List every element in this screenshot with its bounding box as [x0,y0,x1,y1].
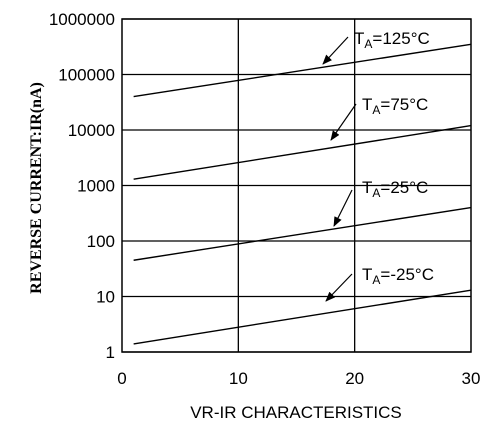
series-label: TA=25°C [362,178,428,200]
series-line [133,289,472,345]
series-line [133,43,472,98]
annotation-arrow [333,189,353,227]
series-label: TA=75°C [362,95,428,117]
y-tick-label: 100000 [58,66,115,85]
x-tick-labels: 0 10 20 30 [117,369,480,388]
x-tick-label: 10 [229,369,248,388]
annotation-arrow [330,103,357,141]
y-tick-label: 1000000 [49,10,115,29]
x-tick-label: 20 [345,369,364,388]
series-line [133,206,472,261]
plot-frame [121,18,472,353]
y-tick-label: 10 [96,288,115,307]
y-axis-label: REVERSE CURRENT:IR(nA) [28,82,45,294]
series-label: TA=125°C [354,29,430,51]
series-line [133,124,472,180]
y-tick-label: 1000 [77,177,115,196]
y-tick-label: 100 [87,232,115,251]
x-tick-label: 30 [462,369,481,388]
x-tick-label: 0 [117,369,126,388]
series-label: TA=-25°C [362,265,434,287]
annotation-arrow [322,36,349,65]
y-tick-label: 1 [106,343,115,362]
series-lines [133,43,472,345]
y-tick-labels: 1 10 100 1000 10000 100000 1000000 [49,10,115,362]
y-tick-label: 10000 [68,121,115,140]
series-annotations: TA=125°C TA=75°C TA=25°C TA=-25°C [322,29,434,302]
x-axis-label: VR-IR CHARACTERISTICS [190,403,402,422]
annotation-arrow [325,273,353,302]
